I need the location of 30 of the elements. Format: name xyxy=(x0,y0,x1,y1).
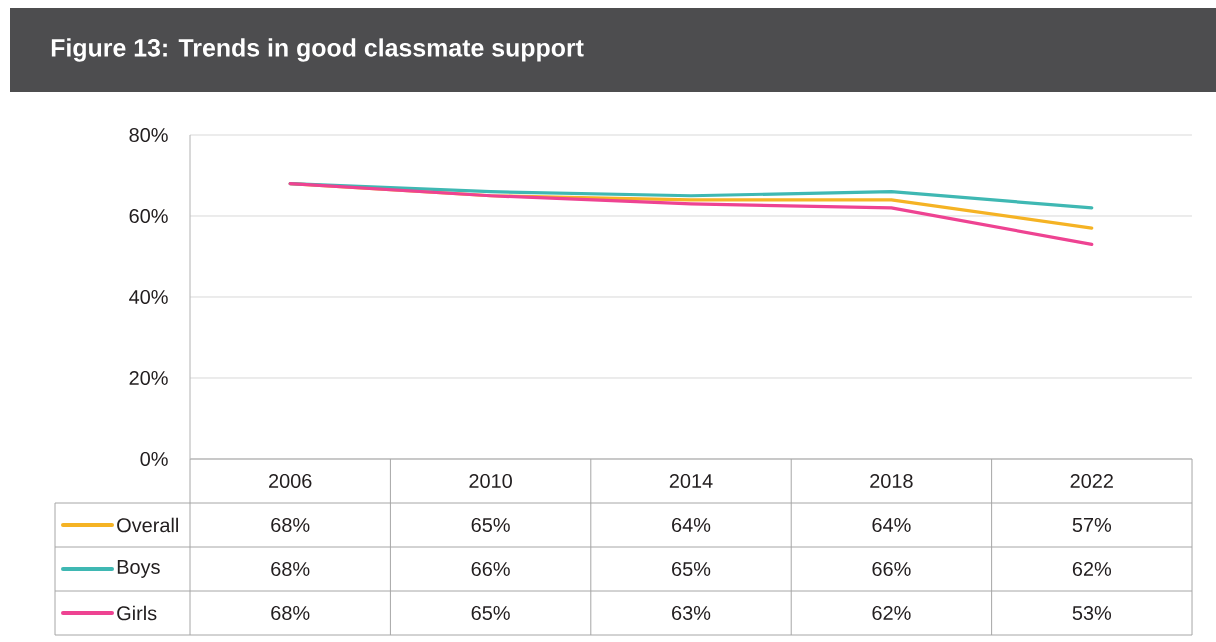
data-label: 66% xyxy=(471,561,510,577)
data-label: 65% xyxy=(471,517,510,533)
data-label: 64% xyxy=(872,517,911,533)
data-label: 63% xyxy=(672,605,711,621)
y-tick-label: 20% xyxy=(129,370,168,386)
chart-title: Figure 13: Trends in good classmate support xyxy=(51,38,584,62)
data-label: 62% xyxy=(872,605,911,621)
data-label: 68% xyxy=(271,605,310,621)
legend-label: Boys xyxy=(117,560,160,578)
data-label: 68% xyxy=(271,561,310,577)
legend-label: Girls xyxy=(117,605,157,621)
y-tick-label: 40% xyxy=(129,289,168,305)
line-series xyxy=(288,182,1094,246)
y-tick-label: 80% xyxy=(129,127,168,143)
data-label: 53% xyxy=(1072,605,1112,621)
data-label: 65% xyxy=(471,605,510,621)
y-tick-label: 60% xyxy=(129,208,168,224)
data-label: 68% xyxy=(271,517,310,533)
x-tick-label: 2006 xyxy=(269,473,312,489)
data-label: 66% xyxy=(872,561,911,577)
data-label: 57% xyxy=(1072,517,1112,532)
y-tick-label: 0% xyxy=(140,451,168,467)
x-tick-label: 2022 xyxy=(1070,473,1113,489)
x-tick-label: 2014 xyxy=(669,473,713,489)
data-label: 62% xyxy=(1072,561,1112,577)
legend-label: Overall xyxy=(117,517,178,533)
data-label: 65% xyxy=(672,561,711,577)
data-label: 64% xyxy=(672,517,711,533)
x-tick-label: 2018 xyxy=(870,473,913,489)
x-tick-label: 2010 xyxy=(469,473,512,489)
